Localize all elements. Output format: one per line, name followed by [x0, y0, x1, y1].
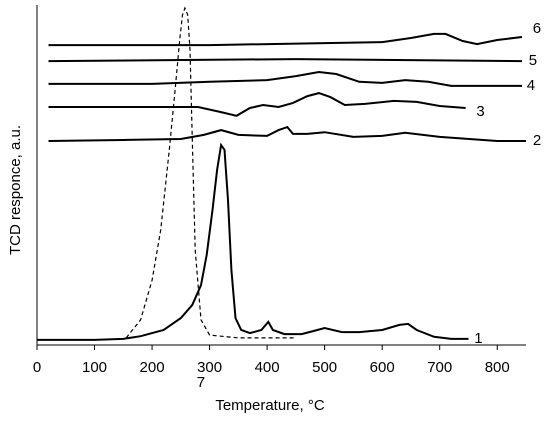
- series-line: [48, 70, 522, 87]
- x-axis-title: Temperature, °C: [215, 397, 325, 414]
- x-tick-label: 200: [140, 359, 165, 376]
- series-label: 6: [533, 20, 541, 37]
- series-line: [125, 6, 296, 339]
- series-label: 5: [529, 52, 537, 69]
- series-line: [48, 125, 526, 142]
- series-label: 4: [527, 77, 535, 94]
- x-tick-label: 400: [255, 359, 280, 376]
- x-tick-label: 100: [82, 359, 107, 376]
- x-tick-label: 500: [312, 359, 337, 376]
- series-label: 7: [197, 374, 205, 391]
- series-label: 2: [533, 132, 541, 149]
- y-axis-title: TCD responce, a.u.: [7, 125, 24, 255]
- x-tick-label: 300: [197, 359, 222, 376]
- x-tick-label: 700: [427, 359, 452, 376]
- series-label: 1: [474, 330, 482, 347]
- x-tick-label: 600: [370, 359, 395, 376]
- x-tick-label: 800: [485, 359, 510, 376]
- x-tick-label: 0: [33, 359, 41, 376]
- series-line: [37, 142, 469, 341]
- series-line: [48, 92, 466, 117]
- series-label: 3: [476, 103, 484, 120]
- series-line: [48, 58, 523, 63]
- series-line: [48, 32, 523, 47]
